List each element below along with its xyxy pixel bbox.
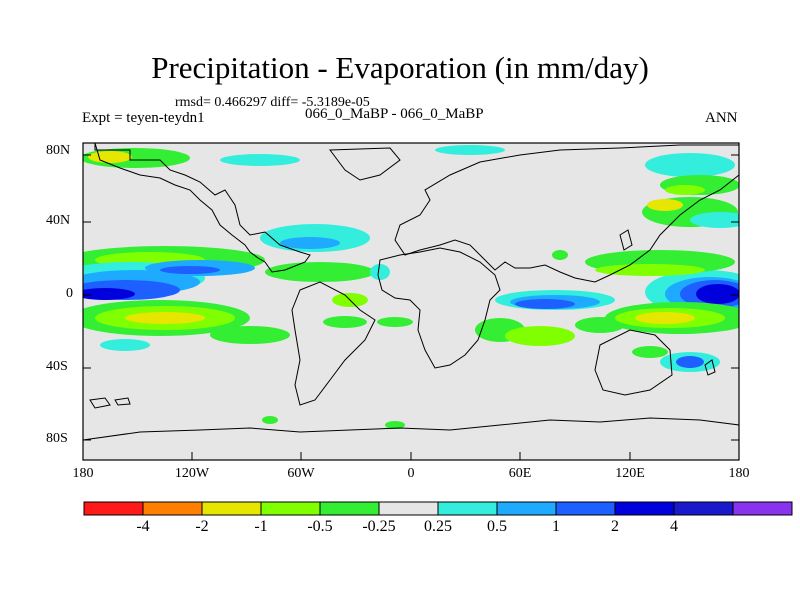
lon-tick-label: 0 [407, 466, 415, 481]
colorbar [83, 501, 793, 516]
lat-tick-label: 40S [46, 359, 68, 374]
lon-tick-label: 120W [174, 466, 210, 481]
colorbar-label: -0.25 [362, 518, 396, 535]
colorbar-label: -1 [254, 518, 268, 535]
colorbar-box [142, 501, 203, 516]
case-label: 066_0_MaBP - 066_0_MaBP [305, 106, 484, 122]
colorbar-box [555, 501, 616, 516]
chart-title: Precipitation - Evaporation (in mm/day) [151, 50, 649, 85]
contour-fills [83, 145, 739, 429]
lon-tick-label: 120E [615, 466, 645, 481]
colorbar-box [260, 501, 321, 516]
lat-tick-label: 80S [46, 431, 68, 446]
colorbar-box [673, 501, 734, 516]
lat-tick-label: 40N [46, 213, 71, 228]
colorbar-label: 1 [552, 518, 560, 535]
season-label: ANN [705, 110, 738, 126]
colorbar-box [614, 501, 675, 516]
colorbar-label: 0.5 [487, 518, 507, 535]
lon-tick-label: 180 [728, 466, 750, 481]
coast-australia [594, 329, 673, 396]
lon-tick-label: 60E [508, 466, 532, 481]
coast-eurasia [394, 144, 740, 283]
colorbar-label: -0.5 [307, 518, 333, 535]
colorbar-box [496, 501, 557, 516]
lat-tick-label: 80N [46, 143, 71, 158]
experiment-label: Expt = teyen-teydn1 [82, 110, 205, 126]
colorbar-label: -2 [195, 518, 209, 535]
coast-greenland [329, 147, 401, 181]
colorbar-label: 0.25 [424, 518, 452, 535]
lat-tick-label: 0 [66, 286, 73, 301]
colorbar-box [437, 501, 498, 516]
colorbar-label: 2 [611, 518, 619, 535]
stats-label: rmsd= 0.466297 diff= -5.3189e-05 [175, 95, 370, 110]
coast-north-america [94, 142, 311, 273]
lon-tick-label: 180 [72, 466, 94, 481]
colorbar-label: -4 [136, 518, 150, 535]
axis-ticks [82, 154, 740, 460]
colorbar-box [319, 501, 380, 516]
coast-africa [377, 247, 501, 369]
coast-south-america [291, 281, 376, 406]
colorbar-box [378, 501, 439, 516]
colorbar-label: 4 [670, 518, 678, 535]
colorbar-box [732, 501, 793, 516]
lon-tick-label: 60W [287, 466, 315, 481]
colorbar-box [201, 501, 262, 516]
colorbar-box [83, 501, 144, 516]
